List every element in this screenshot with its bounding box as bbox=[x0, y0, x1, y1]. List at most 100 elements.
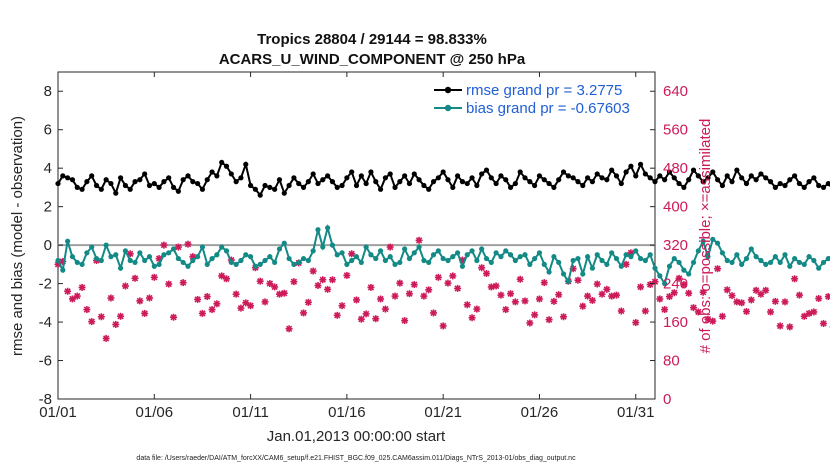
obs-point bbox=[247, 302, 255, 310]
obs-point bbox=[439, 322, 447, 330]
obs-point bbox=[353, 296, 360, 304]
rmse-point bbox=[84, 179, 90, 185]
obs-point bbox=[102, 334, 110, 342]
bias-point bbox=[349, 257, 355, 264]
bias-point bbox=[686, 271, 692, 277]
bias-point bbox=[84, 250, 90, 256]
rmse-point bbox=[382, 175, 388, 181]
obs-point bbox=[675, 274, 683, 282]
y-tick-label: 0 bbox=[44, 237, 52, 254]
rmse-series bbox=[55, 159, 830, 198]
obs-point bbox=[160, 241, 168, 249]
rmse-point bbox=[575, 179, 581, 185]
bias-point bbox=[204, 261, 210, 267]
bias-point bbox=[132, 259, 138, 266]
obs-point bbox=[117, 312, 125, 320]
rmse-point bbox=[474, 182, 480, 189]
bias-point bbox=[734, 252, 740, 258]
obs-point bbox=[386, 243, 394, 251]
rmse-point bbox=[796, 180, 803, 187]
obs-point bbox=[83, 306, 91, 314]
rmse-point bbox=[729, 179, 735, 185]
obs-point bbox=[275, 290, 283, 298]
bias-point bbox=[666, 263, 673, 269]
bias-point bbox=[628, 254, 634, 260]
rmse-point bbox=[767, 179, 774, 185]
obs-point bbox=[136, 297, 144, 305]
obs-point bbox=[174, 243, 182, 251]
rmse-point bbox=[686, 177, 692, 183]
rmse-point bbox=[185, 173, 191, 179]
rmse-point bbox=[65, 175, 71, 181]
rmse-point bbox=[170, 184, 177, 191]
bias-point bbox=[142, 257, 148, 264]
bias-point bbox=[671, 255, 677, 262]
rmse-point bbox=[315, 180, 321, 187]
bias-point bbox=[584, 254, 591, 260]
plot-frame bbox=[57, 71, 656, 400]
obs-point bbox=[815, 294, 823, 302]
bias-point bbox=[252, 263, 258, 269]
rmse-point bbox=[113, 190, 119, 196]
bias-point bbox=[103, 242, 109, 248]
rmse-point bbox=[546, 180, 552, 187]
obs-point bbox=[694, 308, 702, 316]
bias-point bbox=[421, 257, 427, 264]
x-axis-label: Jan.01,2013 00:00:00 start bbox=[267, 428, 446, 445]
bias-point bbox=[156, 261, 162, 267]
obs-point bbox=[762, 286, 770, 294]
bias-point bbox=[474, 257, 480, 264]
obs-point bbox=[478, 264, 486, 272]
bias-point bbox=[681, 267, 687, 273]
rmse-point bbox=[387, 171, 393, 177]
rmse-point bbox=[180, 177, 186, 183]
obs-point bbox=[449, 272, 457, 280]
bias-point bbox=[512, 257, 518, 264]
obs-point bbox=[64, 287, 72, 295]
rmse-point bbox=[628, 163, 634, 169]
rmse-point bbox=[440, 169, 446, 175]
rmse-point bbox=[777, 180, 783, 187]
obs-point bbox=[622, 260, 630, 268]
bias-point bbox=[532, 255, 538, 262]
y-right-tick-label: 640 bbox=[663, 83, 688, 100]
rmse-point bbox=[662, 177, 668, 183]
obs-point bbox=[690, 304, 698, 312]
obs-point bbox=[800, 312, 808, 320]
rmse-point bbox=[512, 180, 518, 187]
bias-point bbox=[796, 259, 803, 266]
obs-point bbox=[333, 311, 341, 319]
rmse-point bbox=[455, 173, 461, 179]
x-axis: 01/01 01/06 01/11 01/16 01/21 01/26 01/31 bbox=[39, 72, 655, 421]
rmse-point bbox=[753, 177, 759, 183]
chart-subtitle: ACARS_U_WIND_COMPONENT @ 250 hPa bbox=[219, 51, 526, 68]
bias-point bbox=[623, 252, 629, 258]
bias-point bbox=[440, 255, 446, 262]
bias-point bbox=[69, 254, 76, 260]
bias-point bbox=[637, 255, 644, 262]
rmse-point bbox=[825, 180, 830, 187]
rmse-point bbox=[89, 173, 95, 179]
rmse-point bbox=[758, 171, 764, 177]
rmse-point bbox=[339, 182, 345, 189]
rmse-point bbox=[228, 171, 234, 177]
rmse-point bbox=[344, 175, 350, 181]
bias-point bbox=[507, 252, 514, 258]
rmse-point bbox=[300, 184, 307, 191]
obs-point bbox=[670, 289, 678, 297]
obs-point bbox=[492, 282, 500, 290]
obs-point bbox=[463, 301, 471, 309]
bias-point bbox=[117, 265, 124, 271]
y-right-tick-label: 320 bbox=[663, 237, 688, 254]
bias-point bbox=[146, 254, 153, 260]
bias-point bbox=[170, 246, 177, 252]
obs-point bbox=[767, 308, 775, 316]
bias-point bbox=[445, 257, 451, 264]
bias-point bbox=[392, 261, 398, 267]
bias-point bbox=[411, 250, 417, 256]
obs-point bbox=[145, 294, 153, 302]
y-tick-label: -2 bbox=[39, 276, 52, 293]
rmse-point bbox=[252, 186, 258, 192]
rmse-point bbox=[743, 180, 750, 187]
obs-point bbox=[728, 292, 736, 300]
